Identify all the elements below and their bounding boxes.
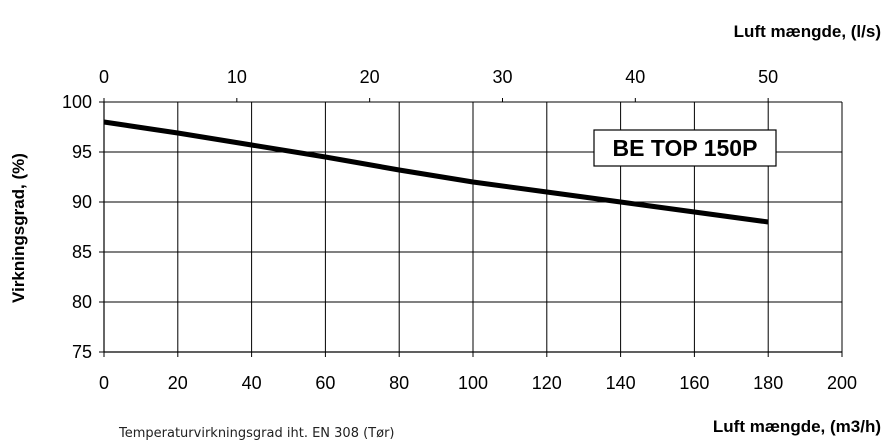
- model-annotation-label: BE TOP 150P: [613, 135, 758, 161]
- x2-tick-label: 10: [227, 67, 247, 87]
- x-tick-label: 100: [458, 373, 488, 393]
- y-axis-label: Virkningsgrad, (%): [9, 153, 28, 303]
- x2-tick-label: 0: [99, 67, 109, 87]
- x2-tick-label: 40: [625, 67, 645, 87]
- model-annotation: BE TOP 150P: [593, 129, 777, 167]
- x-tick-label: 60: [315, 373, 335, 393]
- x2-tick-label: 50: [758, 67, 778, 87]
- efficiency-line: [103, 119, 769, 225]
- y-tick-label: 95: [72, 142, 92, 162]
- x-axis-label: Luft mængde, (m3/h): [713, 417, 881, 436]
- x2-tick-label: 30: [492, 67, 512, 87]
- x-tick-label: 20: [168, 373, 188, 393]
- y-tick-label: 85: [72, 242, 92, 262]
- axes: [99, 98, 843, 357]
- x-tick-label: 200: [827, 373, 857, 393]
- footnote: Temperaturvirkningsgrad iht. EN 308 (Tør…: [119, 426, 395, 441]
- x2-tick-label: 20: [360, 67, 380, 87]
- y-tick-label: 100: [62, 92, 92, 112]
- x-tick-label: 80: [389, 373, 409, 393]
- x2-axis-label: Luft mængde, (l/s): [734, 22, 881, 41]
- y-tick-label: 90: [72, 192, 92, 212]
- x-tick-label: 160: [679, 373, 709, 393]
- x-tick-label: 0: [99, 373, 109, 393]
- series-group: [103, 119, 769, 225]
- tick-labels: 0 20 40 60 80 100 120 140 160 180 2007580859095100…: [62, 67, 857, 393]
- y-tick-label: 80: [72, 292, 92, 312]
- x-tick-label: 120: [532, 373, 562, 393]
- x-tick-label: 140: [606, 373, 636, 393]
- x-tick-label: 40: [242, 373, 262, 393]
- y-tick-label: 75: [72, 342, 92, 362]
- x-tick-label: 180: [753, 373, 783, 393]
- model-annotation-box: [593, 129, 777, 167]
